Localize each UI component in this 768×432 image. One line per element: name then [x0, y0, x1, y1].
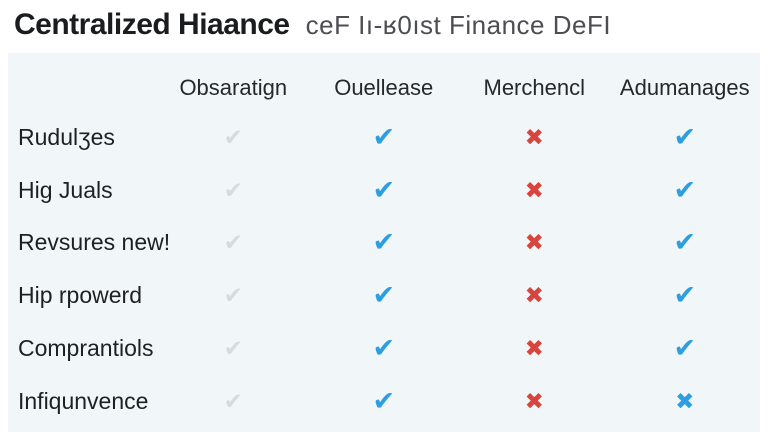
column-header: Adumanages	[619, 75, 750, 100]
check-icon: ✔	[673, 280, 697, 311]
check-icon: ✔	[372, 121, 396, 152]
check-icon: ✔	[372, 333, 396, 364]
check-icon: ✔	[372, 174, 396, 205]
table-cell: ✔	[158, 164, 309, 217]
check-icon: ✔	[223, 229, 243, 256]
page-title: Centralized Hiaance ceF Iı-ʁ0ıst Finance…	[14, 0, 611, 50]
table-cell: ✖	[459, 375, 610, 428]
table-cell: ✖	[459, 217, 610, 270]
table-cell: ✔	[610, 217, 761, 270]
title-secondary: ceF Iı-ʁ0ıst Finance DeFI	[305, 9, 612, 40]
x-icon: ✖	[675, 387, 695, 414]
table-cell: ✔	[158, 111, 309, 164]
table-cell: ✔	[309, 322, 460, 375]
comparison-table: Obsaratign Ouellease Merchencl Adumanages Ru…	[8, 53, 760, 432]
table-cell: ✔	[610, 111, 761, 164]
table-cell: ✔	[158, 217, 309, 270]
table-cell: ✔	[309, 269, 460, 322]
title-primary: Centralized Hiaance	[14, 8, 290, 41]
table-cell: ✔	[610, 322, 761, 375]
table-cell: ✔	[158, 269, 309, 322]
comparison-table-panel: Obsaratign Ouellease Merchencl Adumanages Ru…	[8, 53, 760, 432]
check-icon: ✔	[223, 123, 243, 150]
row-label: Infiqunvence	[18, 387, 149, 414]
table-cell: ✔	[610, 164, 761, 217]
row-label: Comprantiols	[18, 335, 154, 362]
x-icon: ✖	[524, 176, 544, 203]
row-label: Hip rpowerd	[18, 282, 142, 309]
table-cell: ✖	[459, 269, 610, 322]
check-icon: ✔	[223, 282, 243, 309]
table-cell: ✔	[158, 375, 309, 428]
check-icon: ✔	[223, 387, 243, 414]
corner-cell	[8, 53, 158, 111]
column-header: Merchencl	[483, 75, 585, 100]
table-cell: ✔	[309, 111, 460, 164]
table-cell: ✖	[459, 322, 610, 375]
table-cell: ✔	[309, 375, 460, 428]
x-icon: ✖	[524, 387, 544, 414]
check-icon: ✔	[372, 385, 396, 416]
table-cell: ✔	[158, 322, 309, 375]
table-cell: ✖	[459, 164, 610, 217]
column-header: Ouellease	[334, 75, 434, 100]
check-icon: ✔	[673, 333, 697, 364]
check-icon: ✔	[673, 174, 697, 205]
check-icon: ✔	[223, 335, 243, 362]
check-icon: ✔	[372, 227, 396, 258]
column-header: Obsaratign	[179, 75, 288, 100]
check-icon: ✔	[673, 227, 697, 258]
x-icon: ✖	[524, 229, 544, 256]
table-cell: ✔	[610, 269, 761, 322]
table-cell: ✔	[309, 217, 460, 270]
table-cell: ✖	[459, 111, 610, 164]
row-label: Hig Juals	[18, 176, 113, 203]
x-icon: ✖	[524, 335, 544, 362]
table-cell: ✔	[309, 164, 460, 217]
check-icon: ✔	[673, 121, 697, 152]
row-label: Revsures new!	[18, 229, 171, 256]
x-icon: ✖	[524, 123, 544, 150]
check-icon: ✔	[372, 280, 396, 311]
check-icon: ✔	[223, 176, 243, 203]
row-label: Rudulʒes	[18, 123, 115, 150]
x-icon: ✖	[524, 282, 544, 309]
table-cell: ✖	[610, 375, 761, 428]
